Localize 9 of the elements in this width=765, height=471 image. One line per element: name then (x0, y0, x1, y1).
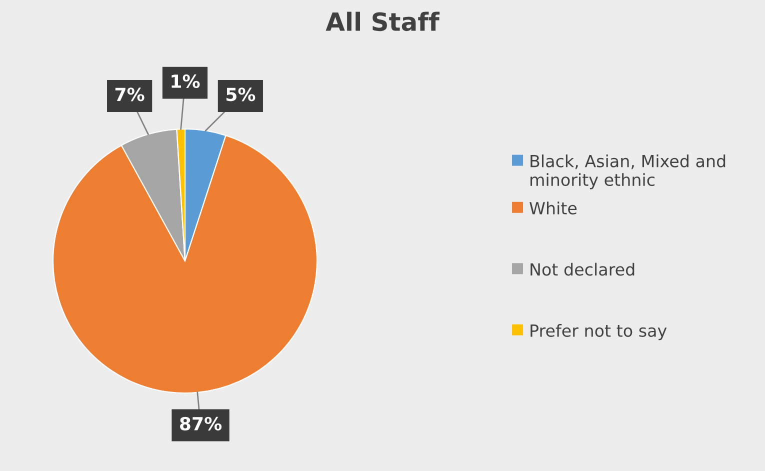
data-label: 5% (226, 88, 256, 102)
legend-label: Not declared (530, 262, 634, 276)
legend-label: Prefer not to say (530, 324, 667, 340)
legend-label: White (530, 202, 577, 214)
chart-title: All Staff (326, 12, 440, 32)
legend-label: Black, Asian, Mixed and minority ethnic (530, 154, 726, 190)
data-label: 7% (115, 88, 144, 102)
data-label: 87% (180, 416, 222, 431)
data-label: 1% (172, 74, 200, 88)
